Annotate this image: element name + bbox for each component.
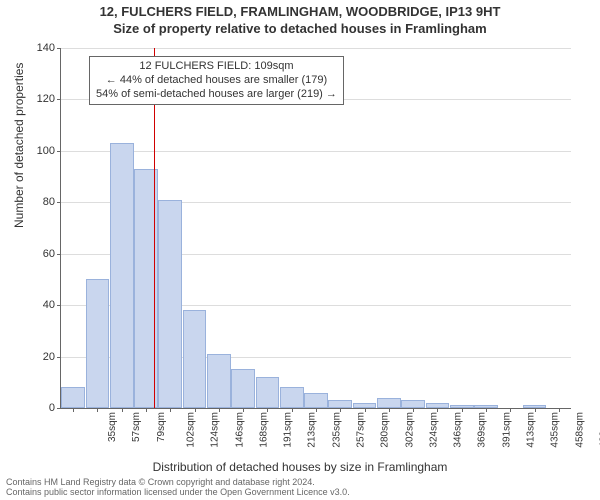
x-tick-label: 257sqm: [356, 412, 367, 448]
x-tick-mark: [267, 408, 268, 412]
x-tick-label: 413sqm: [526, 412, 537, 448]
x-tick-mark: [389, 408, 390, 412]
figure: { "title": { "line1": "12, FULCHERS FIEL…: [0, 0, 600, 500]
x-tick-mark: [559, 408, 560, 412]
x-tick-label: 302sqm: [404, 412, 415, 448]
x-tick-label: 124sqm: [210, 412, 221, 448]
callout-line1: 12 FULCHERS FIELD: 109sqm: [96, 60, 337, 74]
x-tick-label: 324sqm: [428, 412, 439, 448]
x-tick-mark: [365, 408, 366, 412]
x-tick-mark: [195, 408, 196, 412]
callout-line2: ← 44% of detached houses are smaller (17…: [96, 74, 337, 88]
callout-line3: 54% of semi-detached houses are larger (…: [96, 88, 337, 102]
x-tick-mark: [122, 408, 123, 412]
x-tick-mark: [316, 408, 317, 412]
y-tick-label: 100: [25, 145, 61, 157]
y-tick-label: 80: [25, 196, 61, 208]
y-tick-label: 40: [25, 299, 61, 311]
x-tick-label: 35sqm: [107, 412, 118, 442]
x-tick-mark: [510, 408, 511, 412]
x-tick-label: 146sqm: [234, 412, 245, 448]
histogram-bar: [86, 279, 110, 408]
histogram-bar: [183, 310, 207, 408]
x-tick-label: 235sqm: [331, 412, 342, 448]
x-tick-label: 391sqm: [501, 412, 512, 448]
x-tick-label: 191sqm: [283, 412, 294, 448]
y-tick-label: 140: [25, 42, 61, 54]
y-tick-label: 20: [25, 351, 61, 363]
x-tick-label: 458sqm: [574, 412, 585, 448]
x-tick-mark: [243, 408, 244, 412]
x-tick-label: 369sqm: [477, 412, 488, 448]
footnote: Contains HM Land Registry data © Crown c…: [6, 478, 350, 498]
y-tick-label: 0: [25, 402, 61, 414]
x-tick-label: 57sqm: [131, 412, 142, 442]
x-tick-label: 213sqm: [307, 412, 318, 448]
x-tick-label: 168sqm: [258, 412, 269, 448]
x-tick-mark: [219, 408, 220, 412]
x-axis-title: Distribution of detached houses by size …: [0, 460, 600, 474]
histogram-bar: [328, 400, 352, 408]
chart-title-block: 12, FULCHERS FIELD, FRAMLINGHAM, WOODBRI…: [0, 0, 600, 38]
histogram-bar: [304, 393, 328, 408]
grid-line: [61, 151, 571, 152]
histogram-bar: [207, 354, 231, 408]
chart-title-line2: Size of property relative to detached ho…: [0, 21, 600, 38]
x-tick-mark: [146, 408, 147, 412]
y-tick-label: 120: [25, 93, 61, 105]
x-tick-mark: [170, 408, 171, 412]
x-tick-mark: [462, 408, 463, 412]
histogram-bar: [110, 143, 134, 408]
chart-title-line1: 12, FULCHERS FIELD, FRAMLINGHAM, WOODBRI…: [0, 4, 600, 21]
histogram-bar: [280, 387, 304, 408]
x-tick-mark: [535, 408, 536, 412]
x-tick-mark: [340, 408, 341, 412]
x-tick-label: 79sqm: [156, 412, 167, 442]
x-tick-mark: [97, 408, 98, 412]
histogram-bar: [401, 400, 425, 408]
histogram-chart: 02040608010012014035sqm57sqm79sqm102sqm1…: [60, 48, 571, 409]
marker-callout-box: 12 FULCHERS FIELD: 109sqm ← 44% of detac…: [89, 56, 344, 105]
x-tick-mark: [486, 408, 487, 412]
y-tick-label: 60: [25, 248, 61, 260]
x-tick-mark: [413, 408, 414, 412]
histogram-bar: [377, 398, 401, 408]
x-tick-mark: [437, 408, 438, 412]
x-tick-mark: [73, 408, 74, 412]
histogram-bar: [61, 387, 85, 408]
x-tick-label: 346sqm: [453, 412, 464, 448]
x-tick-label: 280sqm: [380, 412, 391, 448]
x-tick-label: 102sqm: [186, 412, 197, 448]
histogram-bar: [231, 369, 255, 408]
grid-line: [61, 48, 571, 49]
y-axis-title: Number of detached properties: [12, 63, 26, 228]
histogram-bar: [256, 377, 280, 408]
histogram-bar: [158, 200, 182, 408]
x-tick-mark: [292, 408, 293, 412]
x-tick-label: 435sqm: [550, 412, 561, 448]
footnote-line2: Contains public sector information licen…: [6, 488, 350, 498]
